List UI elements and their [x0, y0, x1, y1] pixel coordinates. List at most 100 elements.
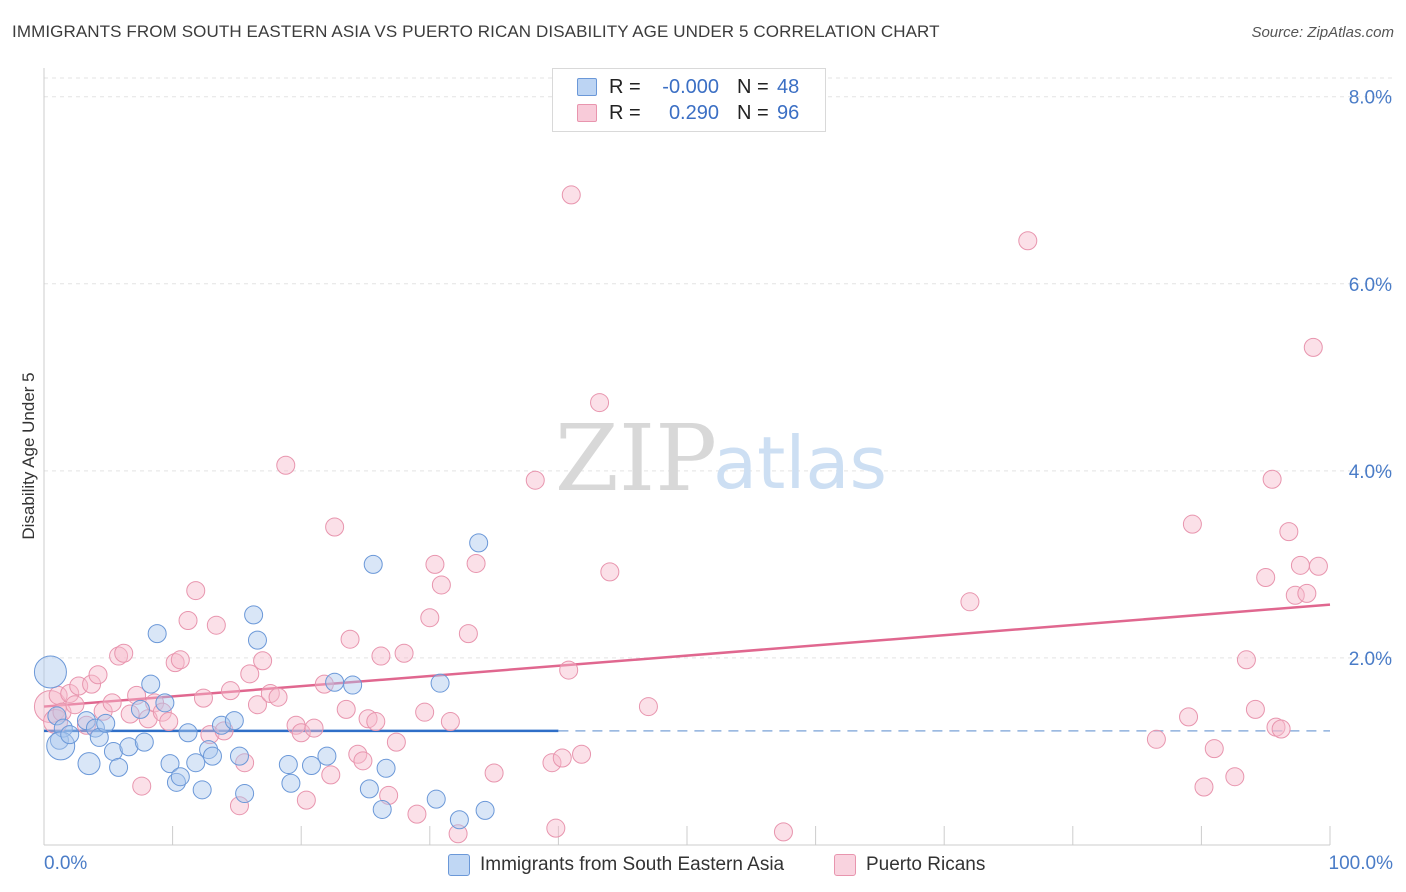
point-puerto-ricans: [235, 753, 255, 773]
watermark-atlas: atlas: [713, 421, 887, 505]
legend-swatch-pink: [577, 104, 597, 122]
point-puerto-ricans: [1271, 719, 1291, 739]
point-puerto-ricans: [296, 790, 316, 810]
point-puerto-ricans: [559, 660, 579, 680]
point-puerto-ricans: [379, 785, 399, 805]
point-puerto-ricans: [773, 822, 793, 842]
axes: [43, 68, 1331, 846]
chart-title: IMMIGRANTS FROM SOUTH EASTERN ASIA VS PU…: [12, 22, 940, 41]
point-puerto-ricans: [415, 702, 435, 722]
point-immigrants: [141, 674, 161, 694]
point-puerto-ricans: [304, 718, 324, 738]
point-puerto-ricans: [394, 643, 414, 663]
point-puerto-ricans: [590, 393, 610, 413]
watermark: ZIP atlas: [555, 405, 887, 512]
legend-swatch-blue: [577, 78, 597, 96]
trend-lines: [43, 603, 1331, 733]
point-puerto-ricans: [960, 592, 980, 612]
point-puerto-ricans: [240, 664, 260, 684]
point-puerto-ricans: [114, 643, 134, 663]
legend-r-value: 0.290: [668, 101, 719, 124]
point-puerto-ricans: [1179, 707, 1199, 727]
point-immigrants: [301, 755, 321, 775]
point-puerto-ricans: [1308, 556, 1328, 576]
point-puerto-ricans: [420, 608, 440, 628]
point-immigrants: [119, 737, 139, 757]
x-tick-label: 100.0%: [1329, 853, 1394, 874]
point-puerto-ricans: [572, 744, 592, 764]
point-puerto-ricans: [276, 455, 296, 475]
point-puerto-ricans: [1245, 699, 1265, 719]
point-puerto-ricans: [448, 824, 468, 844]
point-puerto-ricans: [1262, 469, 1282, 489]
point-puerto-ricans: [1018, 231, 1038, 251]
point-immigrants: [147, 624, 167, 644]
point-immigrants: [109, 757, 129, 777]
point-immigrants: [343, 675, 363, 695]
point-puerto-ricans: [206, 615, 226, 635]
point-puerto-ricans: [220, 681, 240, 701]
point-puerto-ricans: [340, 629, 360, 649]
y-tick-label: 4.0%: [1349, 462, 1392, 483]
point-immigrants: [469, 533, 489, 553]
bottom-legend-label: Puerto Ricans: [866, 854, 986, 875]
bottom-legend-label: Immigrants from South Eastern Asia: [480, 854, 785, 875]
point-puerto-ricans: [366, 712, 386, 732]
point-puerto-ricans: [1225, 767, 1245, 787]
bottom-legend-immigrants: Immigrants from South Eastern Asia: [448, 852, 784, 878]
point-puerto-ricans: [1182, 514, 1202, 534]
gridlines: [44, 77, 1392, 659]
point-immigrants: [363, 554, 383, 574]
point-puerto-ricans: [371, 646, 391, 666]
point-puerto-ricans: [525, 470, 545, 490]
point-puerto-ricans: [358, 709, 378, 729]
point-puerto-ricans: [440, 712, 460, 732]
point-puerto-ricans: [82, 674, 102, 694]
point-puerto-ricans: [546, 818, 566, 838]
point-immigrants: [244, 605, 264, 625]
bottom-legend-puerto-ricans: Puerto Ricans: [834, 852, 985, 878]
point-puerto-ricans: [178, 611, 198, 631]
point-puerto-ricans: [88, 665, 108, 685]
legend-n-label: N =: [737, 75, 769, 98]
point-immigrants: [317, 746, 337, 766]
point-immigrants: [224, 711, 244, 731]
legend-n-value: 96: [777, 101, 800, 124]
point-immigrants: [49, 730, 69, 750]
point-puerto-ricans: [336, 699, 356, 719]
tick-labels: 2.0% 4.0% 6.0% 8.0% 0.0% 100.0%: [44, 88, 1393, 874]
point-immigrants: [166, 772, 186, 792]
point-immigrants: [155, 693, 175, 713]
point-immigrants: [77, 752, 101, 776]
point-immigrants: [211, 715, 231, 735]
point-immigrants: [178, 723, 198, 743]
point-immigrants: [430, 673, 450, 693]
point-puerto-ricans: [353, 751, 373, 771]
point-puerto-ricans: [1279, 522, 1299, 542]
point-puerto-ricans: [561, 185, 581, 205]
point-puerto-ricans: [348, 744, 368, 764]
point-puerto-ricans: [325, 517, 345, 537]
point-immigrants: [426, 789, 446, 809]
point-puerto-ricans: [1256, 567, 1276, 587]
point-puerto-ricans: [247, 695, 267, 715]
watermark-zip: ZIP: [555, 405, 717, 512]
point-immigrants: [229, 746, 249, 766]
point-puerto-ricans: [542, 753, 562, 773]
point-puerto-ricans: [291, 723, 311, 743]
point-puerto-ricans: [425, 554, 445, 574]
legend-r-label: R =: [609, 75, 641, 98]
point-puerto-ricans: [484, 763, 504, 783]
point-puerto-ricans: [600, 562, 620, 582]
point-puerto-ricans: [127, 685, 147, 705]
point-immigrants: [359, 779, 379, 799]
point-immigrants: [96, 713, 116, 733]
legend-n-label: N =: [737, 101, 769, 124]
point-immigrants: [376, 758, 396, 778]
point-puerto-ricans: [552, 748, 572, 768]
data-points: [33, 185, 1328, 844]
point-puerto-ricans: [1303, 337, 1323, 357]
point-puerto-ricans: [458, 624, 478, 644]
point-immigrants: [475, 800, 495, 820]
point-immigrants: [47, 706, 67, 726]
